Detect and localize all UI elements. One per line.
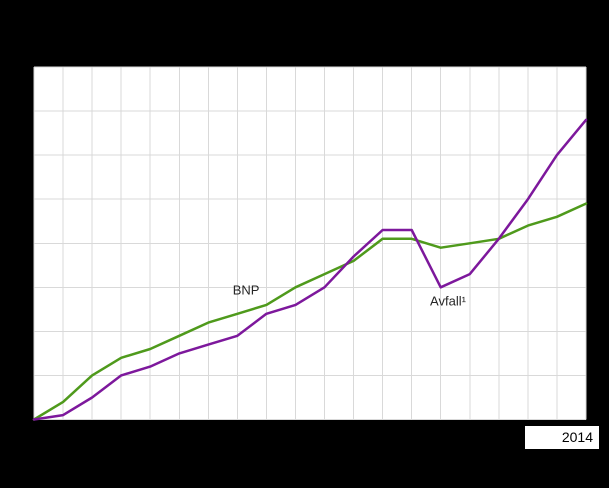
series-line-avfall	[32, 118, 588, 421]
gridlines	[33, 66, 587, 420]
series-line-bnp	[32, 202, 588, 421]
series-lines	[32, 118, 588, 421]
x-axis-tick-label-2014: 2014	[525, 426, 599, 449]
